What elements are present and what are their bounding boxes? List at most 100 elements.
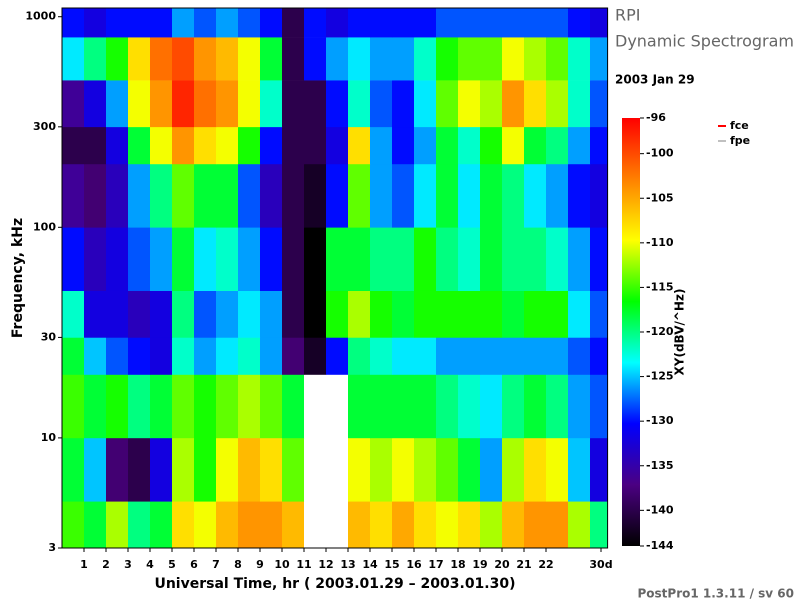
cell	[282, 337, 305, 375]
x-tick-label: 18	[450, 558, 465, 571]
cell	[128, 126, 151, 165]
cell	[238, 290, 261, 338]
cell	[216, 501, 239, 549]
cell	[84, 126, 107, 165]
cell	[238, 8, 261, 38]
colorbar-tick-label: -140	[646, 503, 674, 516]
cell	[238, 337, 261, 375]
cell	[282, 290, 305, 338]
cell	[568, 337, 591, 375]
cell	[392, 227, 415, 291]
cell	[590, 80, 608, 128]
cell	[502, 37, 525, 81]
cell	[282, 8, 305, 38]
colorbar-tick-label: -100	[646, 147, 674, 160]
cell	[282, 163, 305, 228]
cell	[370, 374, 393, 439]
cell	[458, 80, 481, 128]
cell	[546, 37, 569, 81]
cell	[480, 290, 503, 338]
cell	[172, 501, 195, 549]
cell	[150, 290, 173, 338]
colorbar-tick-label: -125	[646, 370, 674, 383]
cell	[524, 126, 547, 165]
cell	[502, 126, 525, 165]
cell	[150, 8, 173, 38]
cell	[62, 80, 85, 128]
cell	[590, 374, 608, 439]
x-tick-label: 10	[274, 558, 290, 571]
cell	[546, 437, 569, 502]
cell	[546, 501, 569, 549]
cell	[216, 126, 239, 165]
cell	[172, 8, 195, 38]
cell	[106, 374, 129, 439]
cell	[458, 8, 481, 38]
x-tick-label: 6	[190, 558, 198, 571]
cell	[194, 437, 217, 502]
cell	[150, 80, 173, 128]
cell	[568, 501, 591, 549]
cell	[568, 227, 591, 291]
x-tick-label: 7	[212, 558, 220, 571]
cell	[62, 501, 85, 549]
cell	[62, 337, 85, 375]
colorbar-tick-label: -144	[646, 539, 674, 552]
cell	[194, 374, 217, 439]
cell	[238, 80, 261, 128]
cell	[546, 290, 569, 338]
cell	[370, 163, 393, 228]
cell	[392, 126, 415, 165]
cell	[348, 337, 371, 375]
cell	[238, 501, 261, 549]
cell	[568, 290, 591, 338]
cell	[326, 126, 349, 165]
cell	[524, 37, 547, 81]
cell	[216, 8, 239, 38]
cell	[172, 337, 195, 375]
y-tick-label: 1000	[25, 10, 56, 23]
cell	[436, 37, 459, 81]
cell	[392, 37, 415, 81]
cell	[62, 37, 85, 81]
cell	[260, 126, 283, 165]
cell	[282, 80, 305, 128]
cell	[590, 227, 608, 291]
cell	[502, 337, 525, 375]
cell	[436, 80, 459, 128]
cell	[326, 437, 349, 502]
cell	[392, 374, 415, 439]
cell	[436, 163, 459, 228]
cell	[128, 374, 151, 439]
y-tick-label: 3	[48, 541, 56, 554]
cell	[62, 290, 85, 338]
cell	[480, 8, 503, 38]
cell	[282, 126, 305, 165]
cell	[458, 227, 481, 291]
cell	[304, 337, 327, 375]
cell	[502, 163, 525, 228]
cell	[590, 126, 608, 165]
cell	[546, 8, 569, 38]
cell	[128, 163, 151, 228]
cell	[458, 501, 481, 549]
cell	[524, 80, 547, 128]
cell	[524, 501, 547, 549]
cell	[84, 501, 107, 549]
cell	[546, 374, 569, 439]
cell	[260, 437, 283, 502]
date-label: 2003 Jan 29	[615, 73, 695, 87]
cell	[260, 290, 283, 338]
cell	[436, 290, 459, 338]
cell	[524, 337, 547, 375]
cell	[326, 501, 349, 549]
cell	[260, 501, 283, 549]
cell	[392, 163, 415, 228]
cell	[458, 374, 481, 439]
cell	[260, 80, 283, 128]
cell	[238, 437, 261, 502]
colorbar-tick-label: -120	[646, 325, 674, 338]
plot-frame	[61, 7, 609, 549]
cell	[172, 80, 195, 128]
cell	[172, 227, 195, 291]
